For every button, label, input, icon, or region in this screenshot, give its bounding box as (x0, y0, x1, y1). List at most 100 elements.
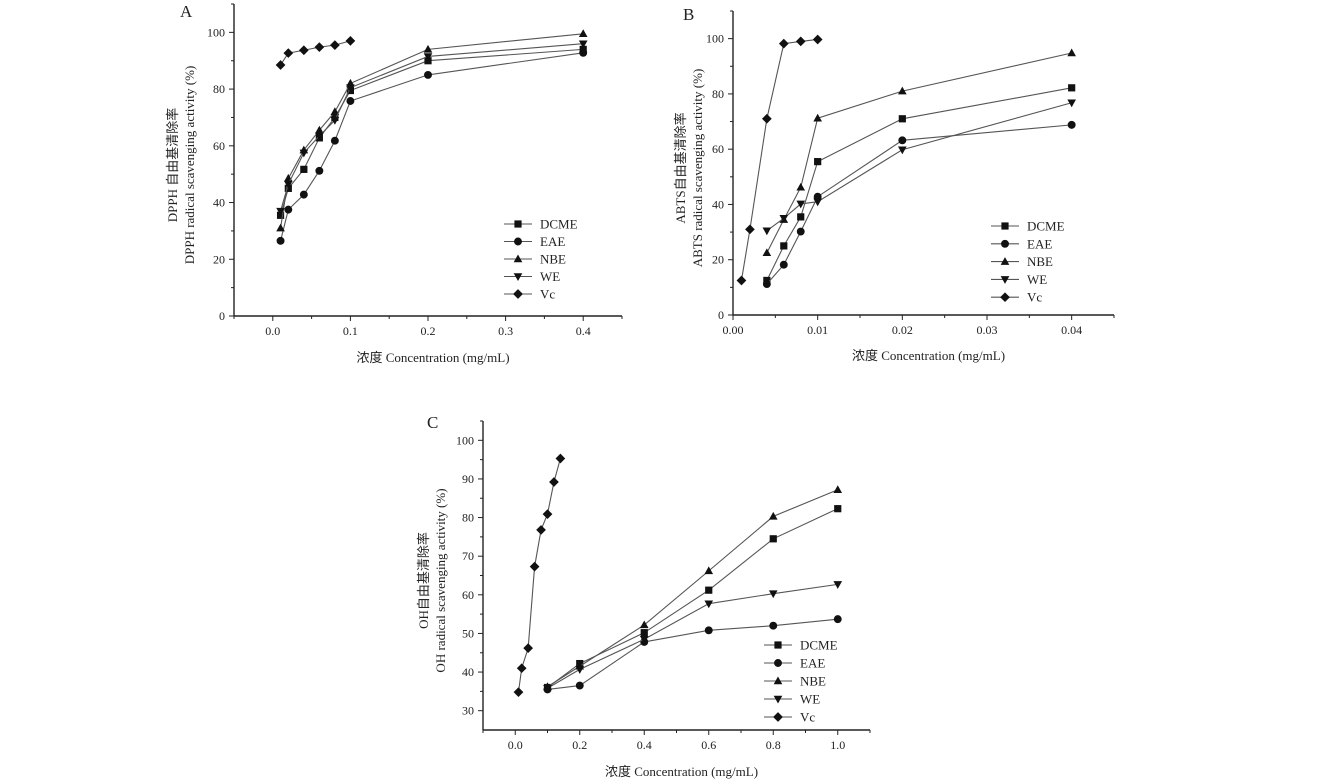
legend-marker-dcme (514, 220, 522, 228)
legend-label: DCME (540, 217, 578, 232)
data-point-nbe (768, 511, 778, 520)
data-point-eae (315, 166, 324, 175)
series-eae (276, 48, 588, 245)
y-tick-label: 100 (207, 25, 225, 39)
x-tick-label: 0.4 (637, 738, 652, 752)
legend-item-vc: Vc (764, 710, 815, 725)
legend-marker-eae (514, 237, 522, 246)
data-point-we (330, 117, 340, 125)
data-point-nbe (898, 86, 907, 95)
legend-item-eae: EAE (991, 236, 1052, 251)
data-point-we (762, 227, 772, 236)
series-dcme (763, 84, 1076, 285)
y-tick-label: 80 (712, 87, 724, 101)
data-point-we (796, 200, 806, 209)
data-point-eae (762, 280, 771, 289)
x-tick-label: 0.2 (572, 738, 587, 752)
legend-marker-nbe (513, 254, 523, 263)
legend-marker-nbe (773, 676, 783, 685)
y-tick-label: 60 (462, 588, 474, 602)
data-point-dcme (898, 115, 906, 123)
data-point-vc (549, 477, 559, 487)
data-point-eae (898, 136, 907, 145)
x-tick-label: 0.8 (766, 738, 781, 752)
data-point-we (898, 146, 907, 155)
data-point-we (833, 581, 843, 589)
data-point-nbe (639, 620, 649, 629)
x-tick-label: 0.01 (807, 323, 828, 337)
legend-label: NBE (1027, 254, 1053, 269)
series-we (762, 99, 1076, 236)
data-point-we (1067, 99, 1076, 108)
legend-label: WE (540, 269, 560, 284)
legend-label: EAE (800, 656, 825, 671)
y-axis-title-line-2: DPPH radical scavenging activity (%) (182, 66, 197, 265)
data-point-nbe (704, 566, 714, 575)
x-tick-label: 0.0 (508, 738, 523, 752)
data-point-vc (529, 561, 540, 572)
data-point-eae (1067, 120, 1076, 129)
data-point-we (543, 685, 552, 693)
series-nbe (762, 48, 1076, 257)
data-point-eae (575, 681, 584, 690)
data-point-vc (536, 525, 546, 535)
y-tick-label: 40 (712, 197, 724, 211)
data-point-we (768, 590, 778, 599)
legend-label: DCME (1027, 219, 1065, 234)
legend-label: EAE (540, 234, 565, 249)
legend-item-nbe: NBE (991, 254, 1053, 269)
legend-label: WE (800, 692, 820, 707)
legend-label: WE (1027, 272, 1047, 287)
data-point-dcme (705, 586, 713, 594)
y-tick-label: 50 (462, 626, 474, 640)
legend-marker-dcme (774, 641, 782, 649)
legend-label: EAE (1027, 236, 1052, 251)
data-point-vc (542, 509, 553, 519)
data-point-dcme (834, 505, 842, 513)
legend-label: NBE (540, 252, 566, 267)
legend-label: Vc (1027, 290, 1042, 305)
y-axis-title-line-1: OH自由基清除率 (416, 532, 431, 629)
legend-item-vc: Vc (991, 290, 1042, 305)
data-point-we (284, 180, 293, 189)
legend-item-we: WE (504, 269, 560, 284)
data-point-we (299, 149, 309, 158)
legend-marker-we (773, 695, 783, 704)
data-point-dcme (797, 213, 805, 221)
data-point-vc (283, 48, 294, 58)
data-point-vc (298, 45, 309, 56)
legend-item-dcme: DCME (764, 638, 838, 653)
data-point-eae (796, 227, 805, 236)
data-point-we (276, 207, 285, 216)
legend-marker-eae (1001, 239, 1009, 248)
data-point-we (578, 40, 588, 49)
y-axis-title-line-1: DPPH 自由基清除率 (165, 108, 180, 223)
series-line-nbe (766, 52, 1072, 254)
plot-area (736, 34, 1076, 289)
data-point-dcme (1068, 84, 1076, 92)
x-tick-label: 0.03 (977, 323, 998, 337)
data-point-vc (745, 224, 755, 235)
x-tick-label: 0.04 (1061, 323, 1082, 337)
legend-marker-vc (1000, 292, 1010, 303)
x-tick-label: 0.6 (701, 738, 716, 752)
data-point-vc (513, 687, 524, 698)
x-axis-title: 浓度 Concentration (mg/mL) (852, 348, 1005, 363)
data-point-vc (330, 40, 340, 50)
data-point-nbe (762, 248, 772, 257)
series-line-eae (547, 618, 838, 690)
data-point-dcme (780, 242, 788, 250)
legend-label: Vc (540, 287, 555, 302)
y-tick-label: 0 (219, 309, 225, 323)
x-tick-label: 0.4 (576, 324, 591, 338)
data-point-nbe (796, 182, 806, 191)
data-point-eae (276, 236, 285, 245)
legend-marker-eae (774, 659, 782, 667)
y-tick-label: 100 (456, 433, 474, 447)
data-point-nbe (315, 125, 324, 134)
data-point-nbe (833, 485, 843, 493)
legend-marker-nbe (1000, 257, 1010, 265)
legend-label: Vc (800, 710, 815, 725)
series-vc (275, 36, 356, 70)
